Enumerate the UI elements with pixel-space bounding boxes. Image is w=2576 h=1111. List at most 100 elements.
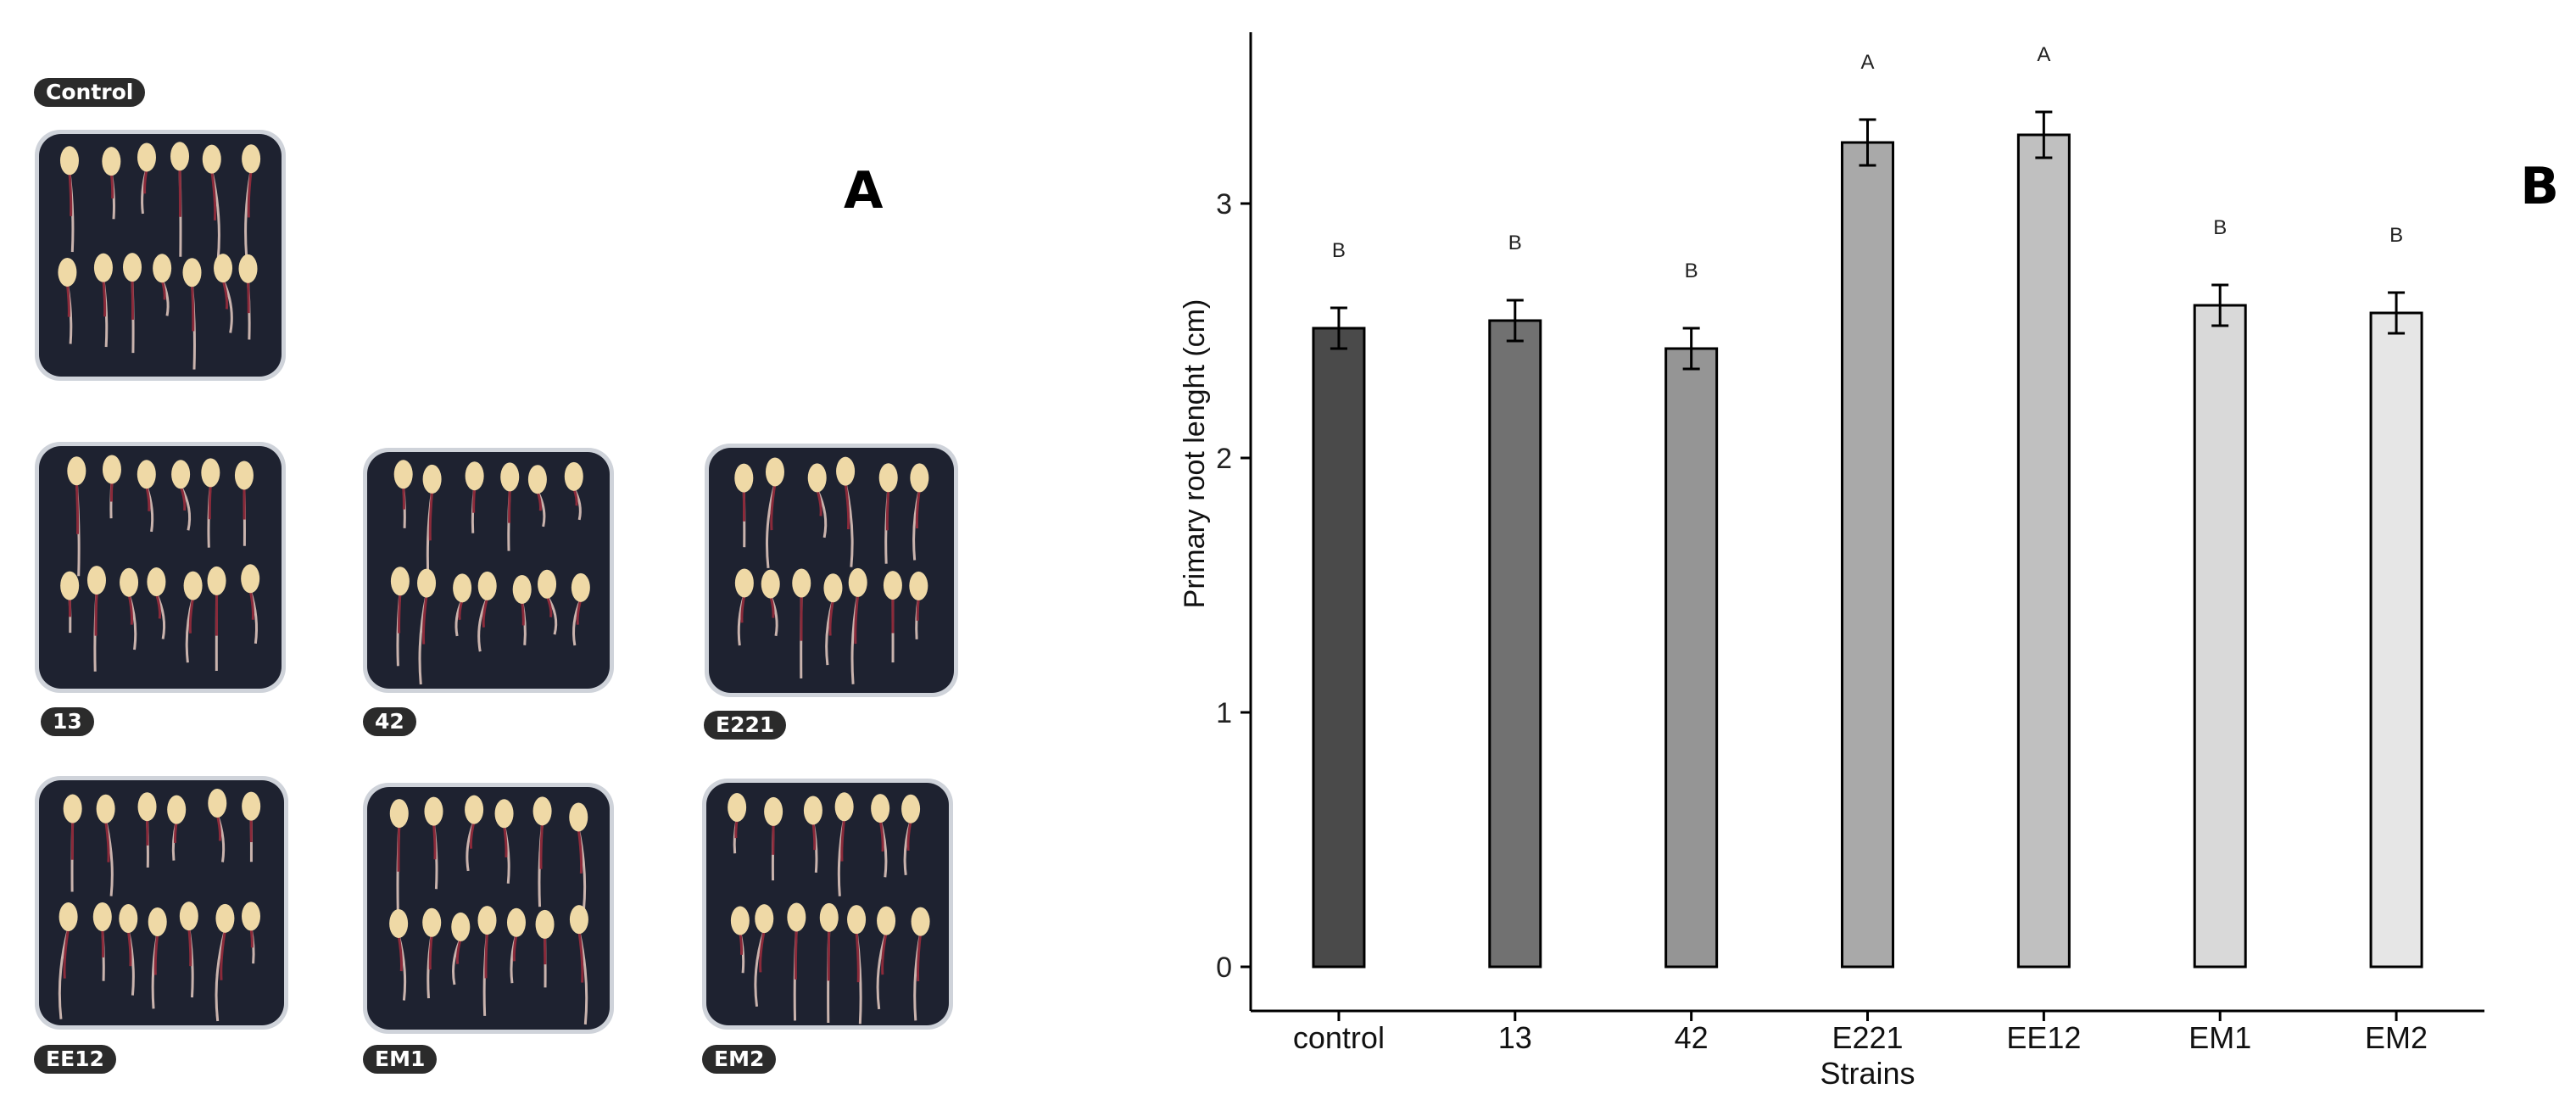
root-tip	[885, 489, 890, 531]
seed	[477, 906, 497, 935]
seed	[390, 567, 410, 596]
plate-ee12	[35, 776, 288, 1030]
seed	[208, 788, 227, 818]
seed	[422, 464, 442, 494]
seed	[153, 254, 172, 283]
root-tip	[770, 483, 777, 531]
seed	[96, 794, 115, 823]
root-tip	[854, 594, 860, 645]
seed	[119, 904, 138, 934]
root-tip	[126, 930, 132, 967]
plate-label-42: 42	[363, 707, 416, 736]
seed	[60, 571, 80, 600]
seed	[512, 574, 532, 604]
root-tip	[249, 928, 254, 948]
plate-label-ee12: EE12	[34, 1045, 116, 1074]
seed	[179, 902, 198, 931]
seed	[877, 906, 896, 935]
seed	[234, 461, 254, 490]
seed	[765, 457, 784, 487]
seed	[93, 253, 113, 282]
root-tip	[188, 597, 195, 634]
significance-label-13: B	[1508, 232, 1522, 254]
x-axis-label: Strains	[1820, 1056, 1915, 1091]
seed	[909, 571, 928, 600]
seed	[389, 799, 409, 829]
seed	[755, 904, 774, 934]
root-tip	[881, 932, 888, 975]
root-tip	[503, 825, 508, 858]
seed	[453, 573, 472, 603]
plate-label-e221: E221	[704, 711, 787, 740]
root-tip	[421, 595, 428, 645]
seed	[532, 796, 552, 826]
seed	[848, 567, 867, 597]
root-tip	[215, 814, 222, 841]
seed	[242, 144, 261, 174]
plate-label-em1: EM1	[363, 1045, 438, 1074]
x-tick-label-EM2: EM2	[2365, 1020, 2428, 1055]
seed	[764, 796, 783, 826]
root-tip	[840, 818, 846, 862]
seed	[167, 795, 187, 824]
seed	[571, 572, 590, 602]
seed	[102, 455, 121, 484]
seed	[182, 258, 202, 288]
seed	[59, 902, 78, 932]
bar-13	[1488, 319, 1542, 969]
bar-EE12	[2016, 133, 2071, 969]
root-tip	[428, 934, 433, 970]
bar-EM2	[2369, 311, 2423, 969]
seed	[202, 144, 221, 174]
plate-label-em2: EM2	[702, 1045, 777, 1074]
seed	[494, 799, 514, 829]
seed	[823, 573, 843, 603]
significance-label-EM1: B	[2213, 216, 2227, 239]
seed	[215, 903, 235, 933]
seed	[535, 909, 555, 939]
bar-42	[1664, 347, 1719, 969]
root-tip	[469, 821, 476, 849]
seed	[728, 793, 747, 823]
root-tip	[827, 929, 831, 981]
plate-42	[363, 448, 614, 693]
root-tip	[878, 819, 884, 852]
seed	[477, 571, 497, 600]
seed	[389, 908, 409, 938]
significance-label-control: B	[1332, 239, 1346, 262]
plate-agar	[367, 452, 610, 689]
seed	[787, 902, 806, 932]
y-tick-label: 1	[1216, 697, 1232, 729]
bar-E221	[1841, 141, 1894, 969]
root-tip	[906, 820, 912, 851]
bar-chart: 0 1 2 3 Primary root lenght (cm) Strains Bcont…	[1179, 32, 2559, 1091]
root-tip	[109, 173, 114, 199]
seed	[207, 566, 226, 595]
seed	[465, 795, 484, 824]
seed	[734, 463, 754, 493]
seed	[137, 142, 156, 172]
y-tick-label: 0	[1216, 952, 1232, 984]
bar-EM1	[2193, 304, 2247, 969]
root-tip	[577, 930, 584, 983]
seed	[171, 460, 191, 489]
root-tip	[247, 170, 253, 218]
significance-label-42: B	[1685, 260, 1698, 282]
seed	[834, 792, 854, 822]
x-tick-label-EM1: EM1	[2188, 1020, 2251, 1055]
x-tick-label-E221: E221	[1832, 1020, 1903, 1055]
seed	[911, 907, 930, 936]
seed	[836, 456, 856, 486]
x-tick-label-13: 13	[1498, 1020, 1532, 1055]
root-tip	[68, 172, 73, 216]
significance-label-EM2: B	[2389, 224, 2403, 247]
plate-control	[35, 130, 286, 381]
seed	[86, 566, 106, 595]
seed	[148, 907, 167, 936]
root-tip	[759, 930, 766, 973]
root-tip	[512, 934, 518, 962]
seed	[67, 456, 86, 486]
root-tip	[153, 933, 159, 975]
root-tip	[432, 823, 437, 860]
seed	[564, 461, 583, 491]
